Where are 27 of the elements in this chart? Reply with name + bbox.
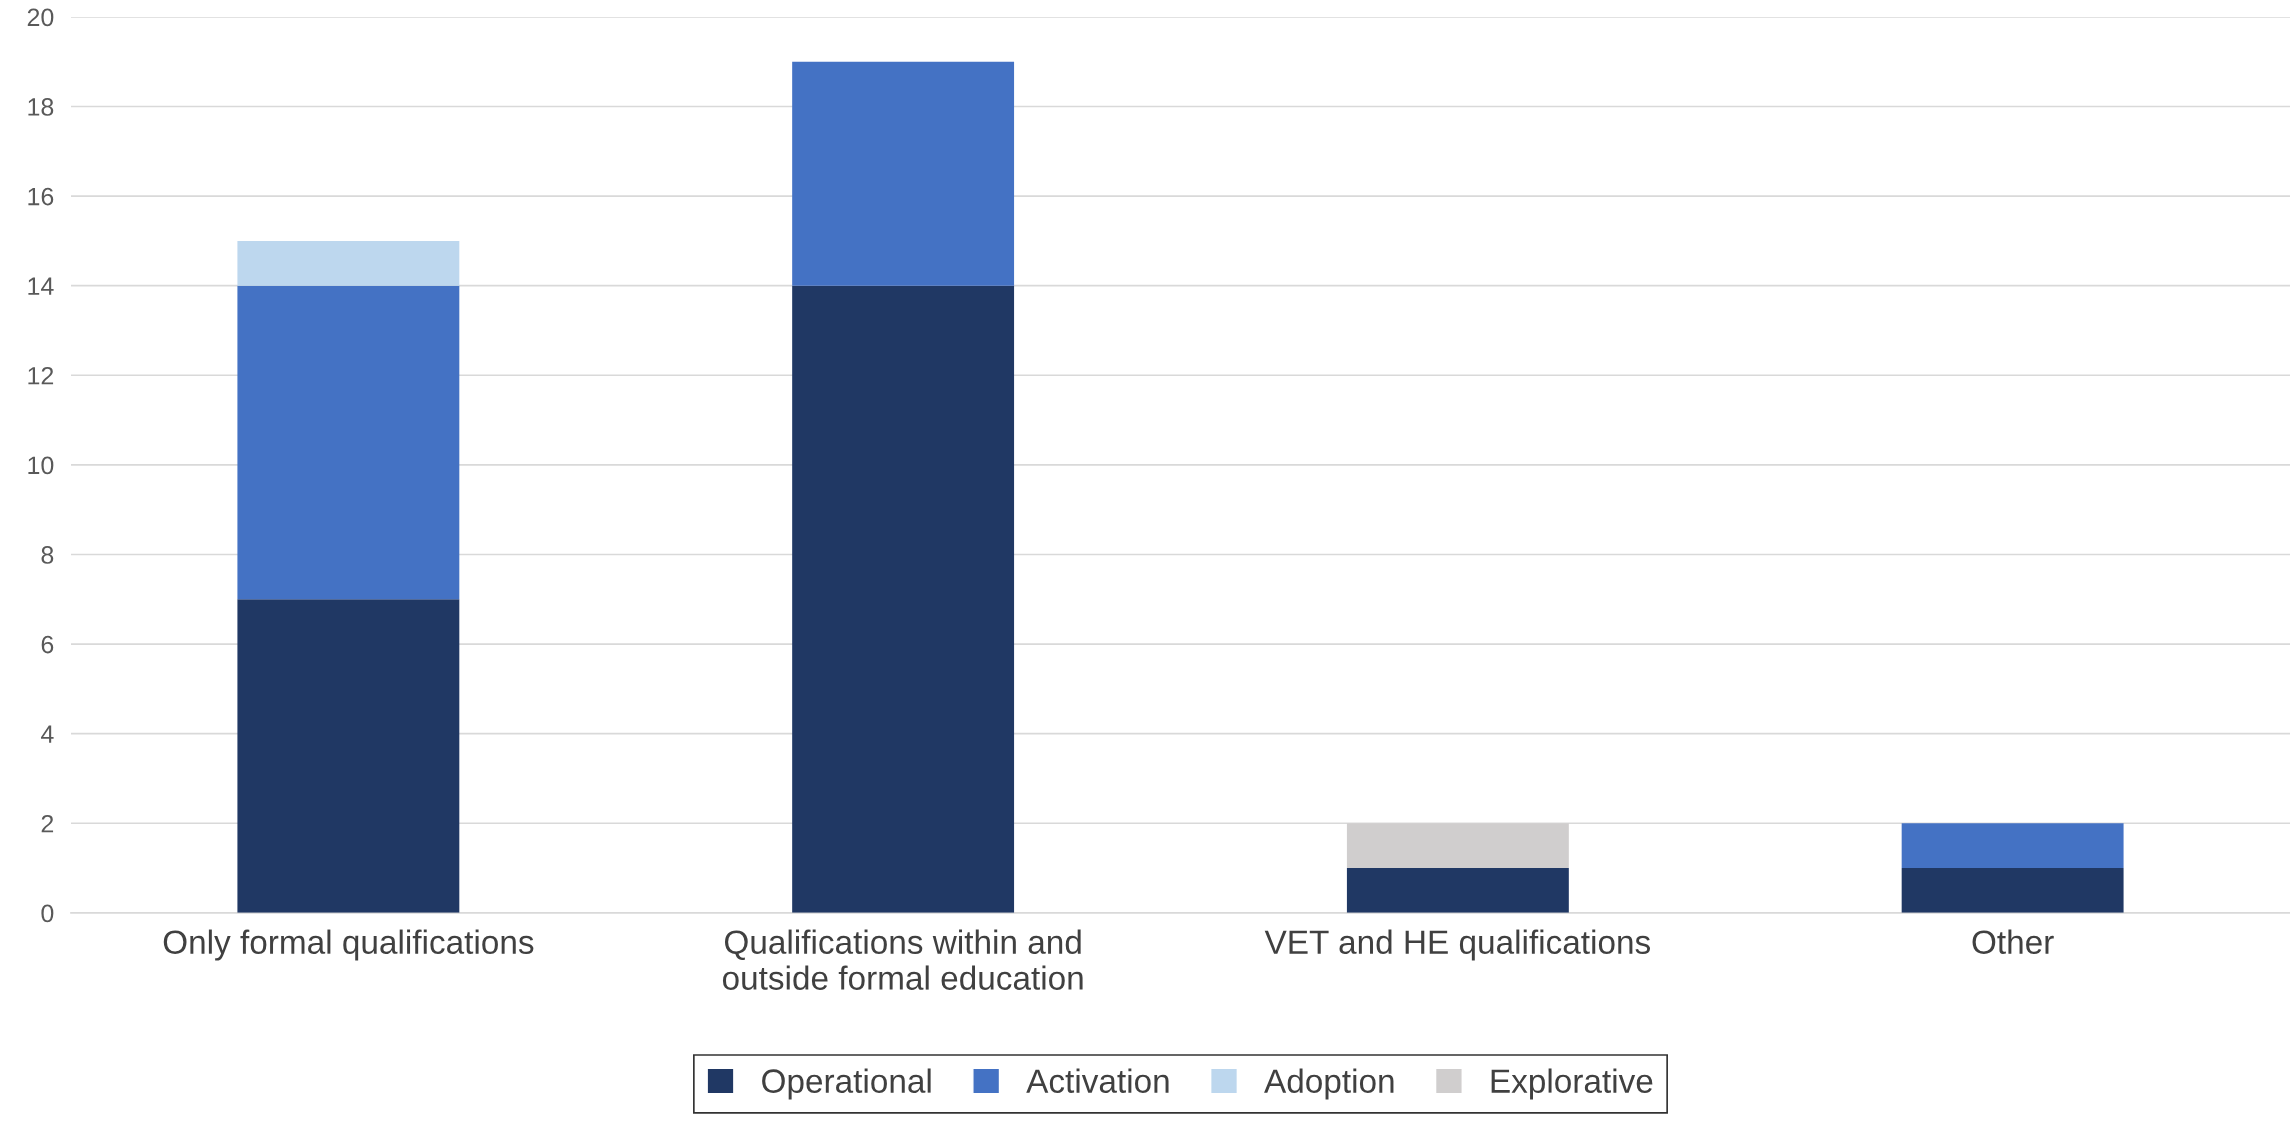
bar (237, 599, 460, 913)
y-tick-label: 14 (28, 277, 54, 295)
y-tick-label: 16 (28, 187, 54, 206)
y-tick-label: 8 (41, 546, 54, 564)
y-tick-label: 2 (41, 814, 54, 833)
legend-label: Explorative (1491, 1068, 1653, 1100)
x-tick-label: Qualifications within and outside formal education (722, 929, 1083, 990)
y-tick-label: 12 (28, 366, 54, 385)
bar (1346, 868, 1569, 913)
legend-label: Operational (762, 1068, 931, 1100)
legend-label: Adoption (1264, 1068, 1394, 1100)
bar (792, 61, 1015, 286)
x-tick-label: VET and HE qualifications (1264, 929, 1650, 961)
bar (237, 240, 460, 286)
y-tick-label: 20 (27, 8, 54, 27)
y-tick-label: 0 (41, 904, 54, 923)
x-tick-label: Other (1972, 929, 2054, 955)
legend-label: Activation (1026, 1068, 1169, 1093)
y-tick-label: 6 (41, 635, 54, 654)
x-tick-label: Only formal qualifications (163, 929, 534, 961)
bar (1901, 823, 2124, 869)
bar (237, 285, 460, 600)
bar (1901, 868, 2124, 913)
bar (792, 285, 1015, 913)
y-tick-label: 4 (41, 725, 54, 743)
y-tick-label: 10 (28, 456, 54, 475)
y-tick-label: 18 (28, 98, 54, 116)
